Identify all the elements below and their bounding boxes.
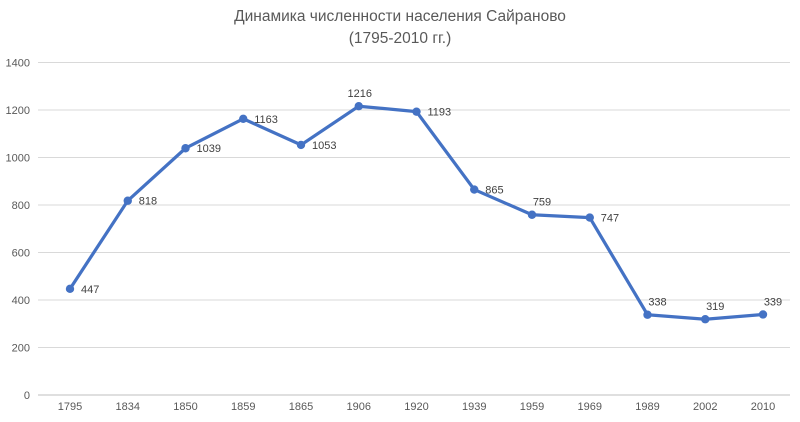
x-tick-label: 1795 (58, 401, 82, 413)
data-label: 1193 (428, 107, 452, 119)
data-point-marker (412, 107, 421, 116)
x-tick-label: 1969 (578, 401, 602, 413)
data-point-marker (701, 315, 710, 324)
y-tick-label: 400 (12, 295, 30, 307)
chart-title: Динамика численности населения Сайраново… (0, 6, 800, 50)
data-label: 818 (139, 196, 157, 208)
y-tick-label: 1000 (6, 153, 30, 165)
data-point-marker (758, 310, 768, 319)
data-point-marker (643, 310, 652, 319)
x-tick-label: 1865 (289, 401, 313, 413)
data-label: 447 (81, 284, 99, 296)
data-point-marker (527, 210, 537, 219)
data-label: 1039 (197, 143, 221, 155)
chart-title-line2: (1795-2010 гг.) (348, 30, 452, 47)
x-tick-label: 1920 (404, 401, 428, 413)
y-tick-label: 1400 (6, 58, 30, 70)
data-point-marker (296, 140, 306, 150)
series-line (68, 104, 765, 321)
data-label: 1163 (254, 114, 278, 126)
data-point-marker (65, 284, 75, 294)
data-label: 338 (648, 297, 666, 309)
data-point-marker (239, 114, 248, 123)
x-tick-label: 1906 (347, 401, 371, 413)
data-label: 747 (601, 213, 619, 225)
data-label: 339 (764, 296, 782, 308)
x-tick-label: 2010 (751, 401, 775, 413)
x-tick-label: 1939 (462, 401, 486, 413)
x-tick-label: 1959 (520, 401, 544, 413)
x-tick-label: 1989 (635, 401, 659, 413)
data-point-marker (470, 185, 479, 194)
y-tick-label: 800 (12, 200, 30, 212)
y-tick-label: 1200 (6, 105, 30, 117)
data-label: 319 (706, 301, 724, 313)
x-tick-label: 1834 (116, 401, 140, 413)
y-tick-label: 600 (12, 248, 30, 260)
data-point-marker (354, 102, 363, 111)
chart-title-line1: Динамика численности населения Сайраново (234, 8, 566, 25)
data-point-marker (585, 213, 594, 222)
data-label: 1216 (348, 88, 372, 100)
data-label: 865 (485, 185, 503, 197)
x-tick-label: 1859 (231, 401, 255, 413)
data-point-marker (181, 144, 190, 153)
y-tick-label: 0 (24, 390, 30, 402)
x-tick-label: 1850 (173, 401, 197, 413)
data-point-marker (123, 196, 132, 205)
data-label: 759 (533, 197, 551, 209)
x-tick-label: 2002 (693, 401, 717, 413)
data-label: 1053 (312, 140, 336, 152)
y-tick-label: 200 (12, 343, 30, 355)
